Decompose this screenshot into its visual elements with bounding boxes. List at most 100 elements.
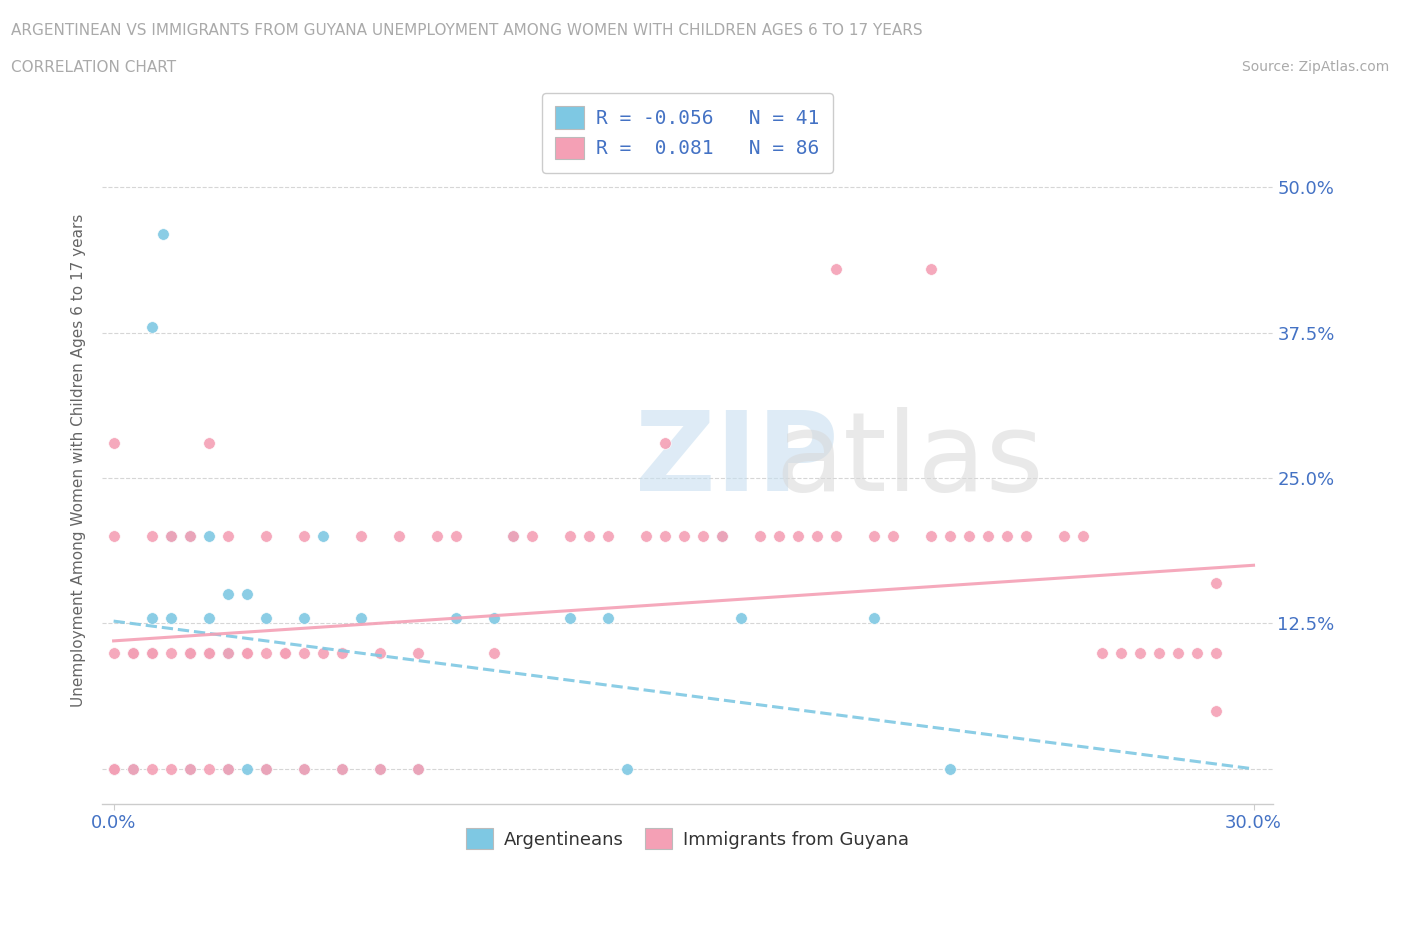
Point — [292, 762, 315, 777]
Point — [368, 762, 391, 777]
Point — [1205, 703, 1227, 718]
Point — [179, 762, 201, 777]
Point — [159, 529, 181, 544]
Point — [330, 645, 353, 660]
Legend: Argentineans, Immigrants from Guyana: Argentineans, Immigrants from Guyana — [458, 821, 917, 857]
Point — [654, 435, 676, 450]
Point — [882, 529, 904, 544]
Point — [938, 762, 960, 777]
Point — [103, 762, 125, 777]
Point — [179, 645, 201, 660]
Point — [292, 610, 315, 625]
Point — [197, 610, 219, 625]
Point — [103, 435, 125, 450]
Point — [254, 529, 277, 544]
Point — [957, 529, 980, 544]
Point — [141, 529, 163, 544]
Point — [502, 529, 524, 544]
Point — [1205, 645, 1227, 660]
Point — [159, 610, 181, 625]
Point — [179, 529, 201, 544]
Point — [121, 645, 143, 660]
Point — [292, 529, 315, 544]
Point — [141, 319, 163, 334]
Point — [217, 762, 239, 777]
Point — [235, 645, 257, 660]
Point — [197, 645, 219, 660]
Point — [768, 529, 790, 544]
Point — [121, 762, 143, 777]
Point — [1071, 529, 1094, 544]
Point — [1185, 645, 1208, 660]
Point — [217, 587, 239, 602]
Point — [920, 529, 942, 544]
Point — [786, 529, 808, 544]
Point — [406, 762, 429, 777]
Text: Source: ZipAtlas.com: Source: ZipAtlas.com — [1241, 60, 1389, 74]
Point — [254, 762, 277, 777]
Point — [121, 645, 143, 660]
Point — [159, 529, 181, 544]
Point — [1205, 576, 1227, 591]
Point — [103, 529, 125, 544]
Point — [596, 529, 619, 544]
Point — [197, 762, 219, 777]
Point — [141, 645, 163, 660]
Point — [368, 645, 391, 660]
Point — [730, 610, 752, 625]
Point — [197, 645, 219, 660]
Point — [406, 645, 429, 660]
Point — [103, 762, 125, 777]
Point — [976, 529, 998, 544]
Point — [748, 529, 770, 544]
Point — [179, 529, 201, 544]
Point — [273, 645, 295, 660]
Point — [141, 610, 163, 625]
Point — [292, 645, 315, 660]
Point — [273, 645, 295, 660]
Point — [254, 610, 277, 625]
Point — [710, 529, 733, 544]
Point — [520, 529, 543, 544]
Point — [311, 529, 333, 544]
Text: atlas: atlas — [775, 407, 1043, 514]
Point — [179, 762, 201, 777]
Point — [806, 529, 828, 544]
Point — [179, 645, 201, 660]
Point — [482, 610, 505, 625]
Point — [103, 762, 125, 777]
Point — [1167, 645, 1189, 660]
Point — [103, 645, 125, 660]
Point — [330, 762, 353, 777]
Point — [710, 529, 733, 544]
Point — [121, 762, 143, 777]
Point — [1109, 645, 1132, 660]
Text: CORRELATION CHART: CORRELATION CHART — [11, 60, 176, 75]
Text: ZIP: ZIP — [634, 407, 838, 514]
Point — [217, 762, 239, 777]
Point — [558, 529, 581, 544]
Point — [141, 762, 163, 777]
Point — [141, 645, 163, 660]
Point — [152, 226, 174, 241]
Point — [444, 610, 467, 625]
Point — [217, 645, 239, 660]
Point — [197, 529, 219, 544]
Point — [235, 645, 257, 660]
Point — [159, 762, 181, 777]
Point — [179, 645, 201, 660]
Point — [1128, 645, 1150, 660]
Point — [292, 762, 315, 777]
Point — [692, 529, 714, 544]
Point — [995, 529, 1018, 544]
Point — [426, 529, 449, 544]
Point — [217, 529, 239, 544]
Point — [1052, 529, 1074, 544]
Point — [235, 587, 257, 602]
Point — [596, 610, 619, 625]
Point — [558, 610, 581, 625]
Point — [254, 762, 277, 777]
Point — [824, 261, 846, 276]
Point — [103, 762, 125, 777]
Point — [311, 645, 333, 660]
